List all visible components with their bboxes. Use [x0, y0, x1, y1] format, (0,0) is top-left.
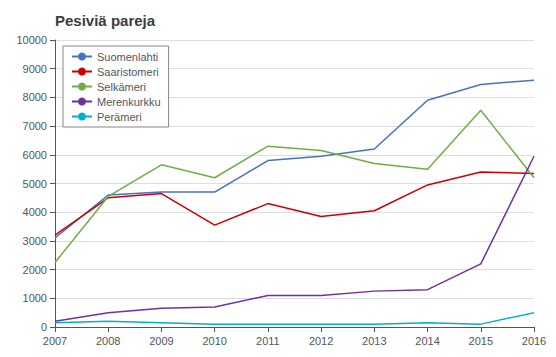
- svg-text:Suomenlahti: Suomenlahti: [97, 51, 158, 63]
- svg-text:2014: 2014: [415, 335, 439, 347]
- svg-text:2013: 2013: [362, 335, 386, 347]
- svg-text:2010: 2010: [202, 335, 226, 347]
- svg-text:0: 0: [41, 321, 47, 333]
- svg-text:2016: 2016: [522, 335, 546, 347]
- svg-text:2000: 2000: [23, 264, 47, 276]
- svg-text:3000: 3000: [23, 235, 47, 247]
- svg-text:2008: 2008: [96, 335, 120, 347]
- svg-text:5000: 5000: [23, 178, 47, 190]
- svg-text:10000: 10000: [16, 34, 47, 46]
- svg-text:8000: 8000: [23, 91, 47, 103]
- svg-text:4000: 4000: [23, 206, 47, 218]
- svg-text:2007: 2007: [43, 335, 67, 347]
- svg-text:9000: 9000: [23, 63, 47, 75]
- svg-text:Perämeri: Perämeri: [97, 111, 142, 123]
- svg-text:1000: 1000: [23, 292, 47, 304]
- svg-text:Pesiviä pareja: Pesiviä pareja: [55, 12, 156, 29]
- svg-text:7000: 7000: [23, 120, 47, 132]
- svg-text:Selkämeri: Selkämeri: [97, 81, 146, 93]
- svg-text:2012: 2012: [309, 335, 333, 347]
- svg-text:2011: 2011: [256, 335, 280, 347]
- svg-text:Saaristomeri: Saaristomeri: [97, 66, 159, 78]
- svg-text:2015: 2015: [469, 335, 493, 347]
- svg-text:2009: 2009: [149, 335, 173, 347]
- svg-text:6000: 6000: [23, 149, 47, 161]
- svg-text:Merenkurkku: Merenkurkku: [97, 96, 161, 108]
